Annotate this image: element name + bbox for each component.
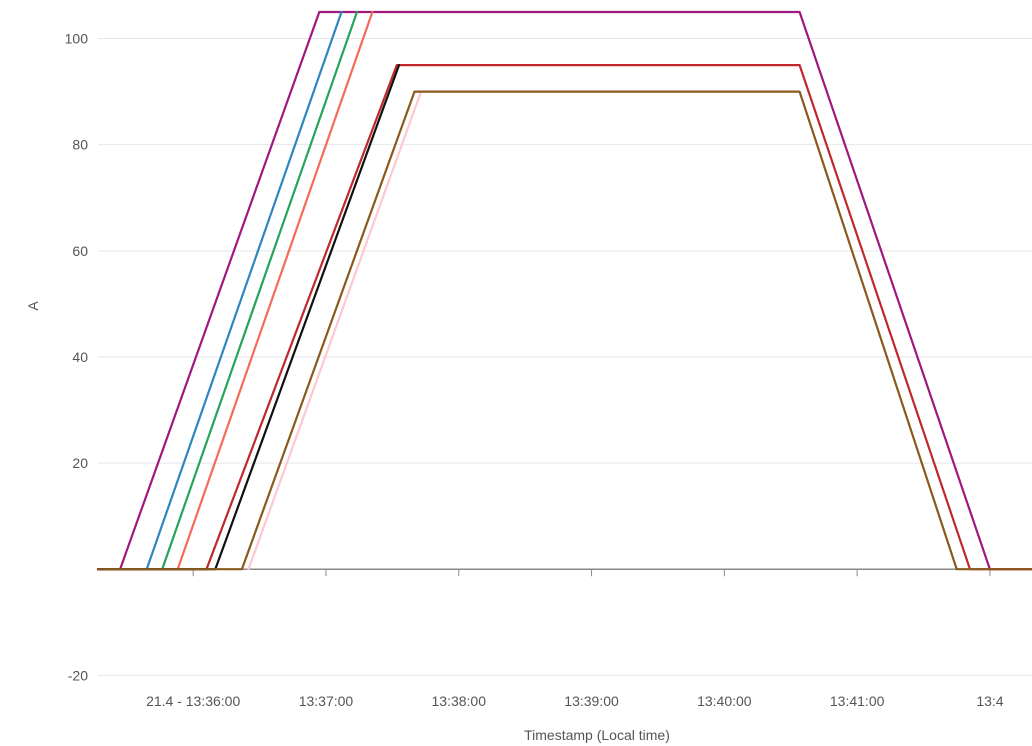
x-axis-title: Timestamp (Local time) bbox=[524, 727, 670, 743]
series-line-6 bbox=[96, 63, 401, 571]
x-tick-label: 13:40:00 bbox=[697, 693, 752, 709]
x-tick-label: 13:4 bbox=[976, 693, 1003, 709]
y-tick-label: 40 bbox=[72, 349, 88, 365]
series-line-5 bbox=[96, 63, 1032, 571]
y-tick-label: 100 bbox=[65, 31, 89, 47]
y-tick-label: -20 bbox=[68, 667, 88, 683]
series-lines bbox=[96, 10, 1032, 571]
y-tick-label: 60 bbox=[72, 243, 88, 259]
x-tick-label: 13:37:00 bbox=[299, 693, 354, 709]
series-line-8 bbox=[96, 90, 1032, 571]
y-tick-label: 20 bbox=[72, 455, 88, 471]
x-tick-label: 21.4 - 13:36:00 bbox=[146, 693, 240, 709]
y-tick-label: 80 bbox=[72, 137, 88, 153]
y-axis-title: A bbox=[25, 301, 41, 311]
tick-labels: -20 20 40 60 80 100 21.4 - 13:36:00 13:37:00 13:… bbox=[65, 31, 1004, 709]
axes bbox=[98, 568, 1032, 577]
x-tick-label: 13:39:00 bbox=[564, 693, 619, 709]
series-line-7 bbox=[247, 90, 423, 571]
x-tick-label: 13:38:00 bbox=[432, 693, 487, 709]
series-line-4 bbox=[96, 10, 374, 571]
x-tick-label: 13:41:00 bbox=[830, 693, 885, 709]
series-line-3 bbox=[96, 10, 359, 571]
gridlines bbox=[98, 38, 1032, 676]
